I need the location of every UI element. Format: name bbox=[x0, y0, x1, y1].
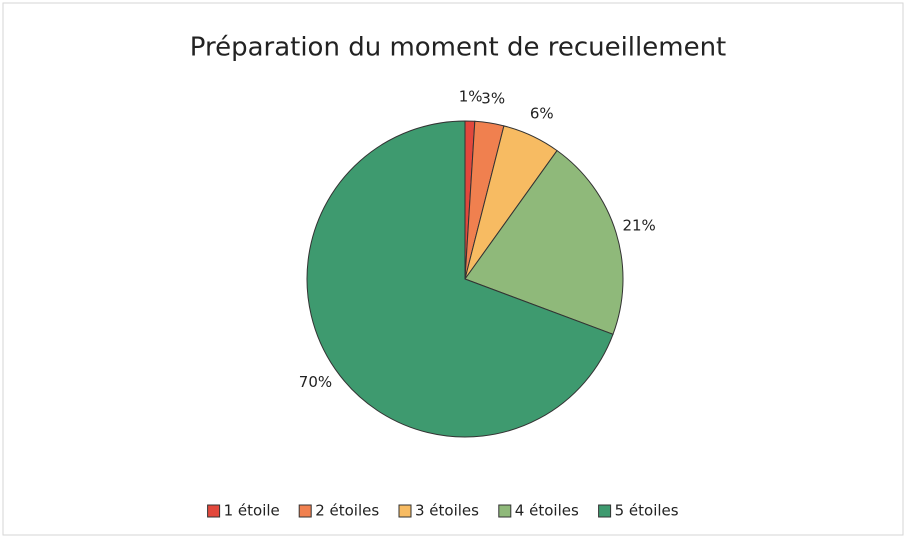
data-label: 70% bbox=[299, 373, 332, 391]
data-label: 21% bbox=[622, 216, 655, 234]
legend-swatch bbox=[498, 504, 512, 518]
legend-label: 5 étoiles bbox=[615, 502, 679, 520]
legend-swatch bbox=[207, 504, 221, 518]
legend-swatch bbox=[598, 504, 612, 518]
legend-swatch bbox=[298, 504, 312, 518]
legend-swatch bbox=[398, 504, 412, 518]
legend-label: 1 étoile bbox=[224, 502, 280, 520]
data-label: 1% bbox=[459, 88, 483, 106]
data-label: 6% bbox=[530, 104, 554, 122]
pie-slice bbox=[464, 149, 624, 335]
data-label: 3% bbox=[481, 90, 505, 108]
pie-slice bbox=[306, 120, 614, 438]
legend-label: 3 étoiles bbox=[415, 502, 479, 520]
chart-title: Préparation du moment de recueillement bbox=[190, 33, 727, 63]
legend-label: 4 étoiles bbox=[515, 502, 579, 520]
legend-label: 2 étoiles bbox=[315, 502, 379, 520]
